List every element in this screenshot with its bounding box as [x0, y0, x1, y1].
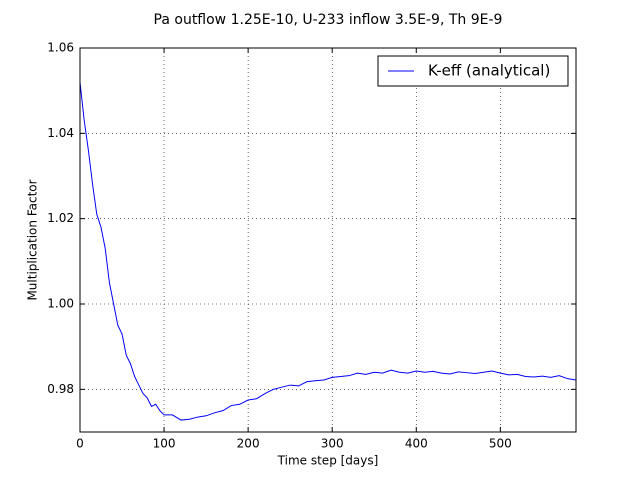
y-tick-label: 1.00	[47, 297, 74, 311]
plot-frame	[79, 47, 577, 433]
y-axis-label: Multiplication Factor	[26, 179, 40, 300]
y-tick-label: 1.02	[47, 211, 74, 225]
x-axis-label: Time step [days]	[277, 454, 379, 468]
x-tick-label: 300	[321, 437, 344, 451]
chart-title: Pa outflow 1.25E-10, U-233 inflow 3.5E-9…	[154, 12, 503, 28]
y-tick-label: 0.98	[47, 382, 74, 396]
data-line	[79, 82, 577, 421]
y-tick-label: 1.06	[47, 41, 74, 55]
x-tick-label: 0	[76, 437, 84, 451]
x-tick-label: 100	[153, 437, 176, 451]
legend-label: K-eff (analytical)	[428, 62, 550, 80]
x-tick-label: 500	[489, 437, 512, 451]
y-tick-label: 1.04	[47, 126, 74, 140]
x-tick-label: 400	[405, 437, 428, 451]
x-tick-label: 200	[237, 437, 260, 451]
